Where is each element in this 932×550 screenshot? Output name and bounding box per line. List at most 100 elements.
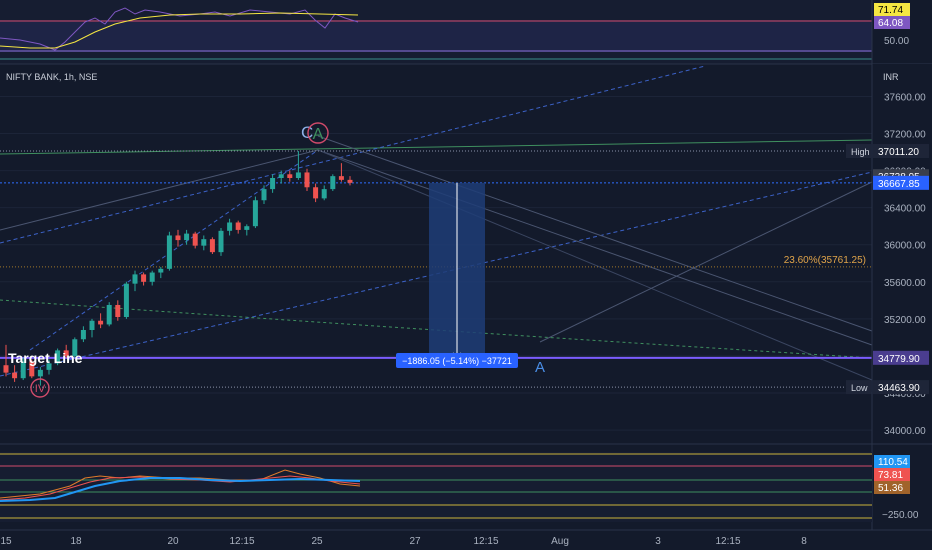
low-price-tag-text: 34463.90 xyxy=(878,383,920,394)
time-tick-label: 25 xyxy=(311,536,323,547)
time-tick-label: 27 xyxy=(409,536,421,547)
wave-a-circle-label: A xyxy=(313,126,324,143)
candle-body xyxy=(192,233,198,246)
price-tick-label: 36000.00 xyxy=(884,241,926,252)
wave-iv-label: IV xyxy=(35,383,46,395)
candle-body xyxy=(166,235,172,269)
candle-body xyxy=(278,174,284,178)
measure-tag xyxy=(396,353,518,368)
gray-trendline-b xyxy=(317,149,873,346)
candle-body xyxy=(115,304,121,318)
candle-body xyxy=(72,339,78,356)
candle-body xyxy=(149,272,155,282)
low-side-tag-text: Low xyxy=(851,383,868,393)
time-tick-label: 18 xyxy=(70,536,82,547)
candle-body xyxy=(321,189,327,199)
price-tick-label: 37600.00 xyxy=(884,92,926,103)
candle-body xyxy=(295,172,301,178)
candle-body xyxy=(287,174,293,178)
candle-body xyxy=(20,361,26,379)
candle-body xyxy=(227,222,233,231)
candle-body xyxy=(261,189,267,201)
price-tick-label: 35200.00 xyxy=(884,315,926,326)
candle-body xyxy=(106,304,112,325)
candlestick-series xyxy=(3,151,353,386)
time-tick-label: 3 xyxy=(655,536,661,547)
time-tick-label: 12:15 xyxy=(473,536,498,547)
candle-body xyxy=(175,235,181,241)
candle-body xyxy=(29,361,35,377)
candle-body xyxy=(89,320,95,330)
bottom-tag-73 xyxy=(874,468,910,481)
high-side-tag xyxy=(846,144,871,159)
candle-body xyxy=(218,230,224,253)
blue-dashed-channel-upper xyxy=(0,65,706,244)
top-tag-71 xyxy=(874,3,910,16)
gray-trendline-a xyxy=(0,149,319,231)
candle-body xyxy=(347,179,353,183)
top-tag-64-text: 64.08 xyxy=(878,18,903,29)
blue-dashed-channel-mid xyxy=(29,149,319,351)
wave-iv-circle xyxy=(30,378,50,398)
gray-trendline-e xyxy=(539,181,873,343)
top-indicator-band xyxy=(0,20,872,52)
time-tick-label: 15 xyxy=(0,536,12,547)
target-price-tag xyxy=(873,350,929,365)
fib-level-label: 23.60%(35761.25) xyxy=(784,255,866,266)
candle-body xyxy=(184,233,190,241)
measure-label: −1886.05 (−5.14%) −37721 xyxy=(402,356,512,366)
gray-trendline-d xyxy=(317,149,873,381)
candle-body xyxy=(201,239,207,246)
candle-body xyxy=(313,187,319,199)
price-tick-label: 35600.00 xyxy=(884,278,926,289)
price-tick-label: 34400.00 xyxy=(884,389,926,400)
low-side-tag xyxy=(846,380,871,395)
top-tick-50: 50.00 xyxy=(884,36,909,47)
bottom-indicator-blue-line xyxy=(0,477,361,502)
time-tick-label: 12:15 xyxy=(715,536,740,547)
candle-body xyxy=(55,350,61,364)
symbol-title: NIFTY BANK, 1h, NSE xyxy=(6,72,98,82)
current-price-tag-b-text: 36667.85 xyxy=(878,179,920,190)
price-tick-label: 37200.00 xyxy=(884,130,926,141)
current-price-tag-b xyxy=(873,175,929,190)
high-side-tag-text: High xyxy=(851,147,870,157)
time-tick-label: 8 xyxy=(801,536,807,547)
wave-a-blue-label: A xyxy=(535,359,545,376)
price-axis[interactable]: 37600.0037200.0036800.0036400.0036000.00… xyxy=(846,92,929,437)
high-price-tag-text: 37011.20 xyxy=(878,147,919,158)
top-indicator-purple-line xyxy=(0,7,359,51)
candle-body xyxy=(252,200,258,227)
target-price-tag-text: 34779.90 xyxy=(878,354,920,365)
candle-body xyxy=(123,283,129,318)
wave-a-circle xyxy=(307,122,329,144)
currency-label: INR xyxy=(883,72,899,82)
gray-trendline-c xyxy=(317,135,873,332)
bottom-tag-51-text: 51.36 xyxy=(878,483,903,494)
candle-body xyxy=(270,178,276,190)
candle-body xyxy=(98,320,104,325)
time-tick-label: Aug xyxy=(551,536,569,547)
top-tag-64 xyxy=(874,16,910,29)
top-indicator-yellow-line xyxy=(0,12,359,49)
candle-body xyxy=(37,369,43,377)
candle-body xyxy=(244,226,250,230)
low-price-tag xyxy=(873,380,929,395)
candle-body xyxy=(330,176,336,190)
candle-body xyxy=(46,363,52,370)
candle-body xyxy=(338,176,344,180)
candle-body xyxy=(158,268,164,273)
candle-body xyxy=(63,350,69,356)
time-axis[interactable]: 15 18 20 12:15 25 27 12:15 Aug 3 12:15 8 xyxy=(0,536,807,547)
green-dashed-curve xyxy=(0,299,873,359)
bottom-indicator-panel xyxy=(0,452,872,522)
target-line-label: Target Line xyxy=(8,350,83,366)
candle-body xyxy=(80,330,86,340)
price-tick-label: 36400.00 xyxy=(884,204,926,215)
time-tick-label: 20 xyxy=(167,536,179,547)
candle-body xyxy=(141,274,147,282)
candle-body xyxy=(12,372,18,379)
bottom-tag-51 xyxy=(874,481,910,494)
